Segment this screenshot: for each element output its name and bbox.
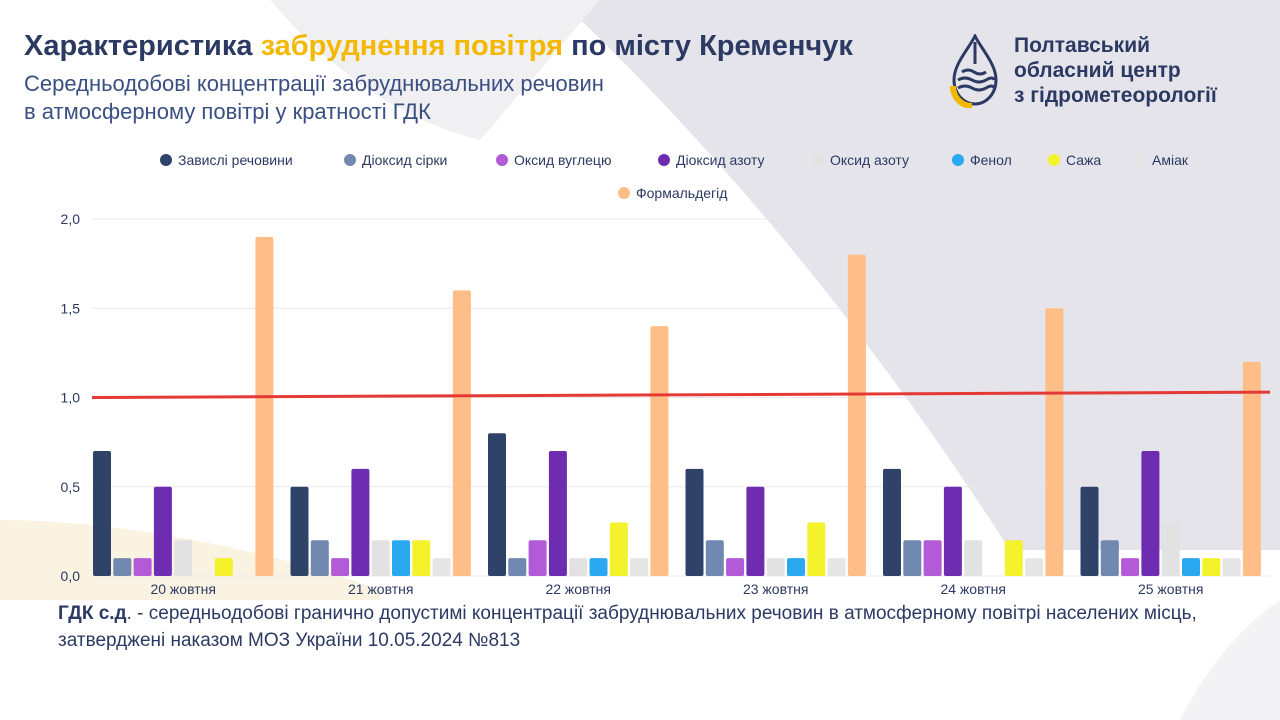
y-tick-label: 0,0 [61, 568, 81, 584]
org-line-3: з гідрометеорології [1014, 84, 1217, 107]
bar [766, 558, 785, 576]
bar [1080, 486, 1099, 576]
x-tick-label: 22 жовтня [545, 581, 610, 597]
legend-marker [1048, 154, 1060, 166]
legend-marker [160, 154, 172, 166]
legend-marker [952, 154, 964, 166]
footnote: ГДК с.д. - середньодобові гранично допус… [58, 600, 1258, 654]
bar [1004, 540, 1023, 576]
x-tick-label: 25 жовтня [1138, 581, 1203, 597]
y-tick-label: 0,5 [61, 479, 81, 495]
bar [93, 451, 111, 576]
bar [807, 522, 826, 576]
legend-label: Формальдегід [636, 185, 727, 201]
footnote-term: ГДК с.д [58, 603, 127, 624]
bar [351, 468, 370, 576]
bar [883, 468, 901, 576]
bar [528, 540, 547, 576]
org-name: Полтавський обласний центр з гідрометеор… [1014, 33, 1217, 108]
y-tick-label: 1,5 [61, 300, 81, 316]
bar-chart: 0,0 0,5 1,0 1,5 2,0 20 жовтня 21 жовтня 22 жовт… [61, 152, 1271, 597]
legend-label: Завислі речовини [178, 152, 293, 168]
bar [1202, 558, 1221, 576]
bar [310, 540, 329, 576]
legend-marker [1134, 154, 1146, 166]
bar [1025, 558, 1044, 576]
bar [1161, 522, 1180, 576]
bar [255, 236, 274, 576]
bar [331, 558, 350, 576]
legend-marker [496, 154, 508, 166]
drop-logo-icon [950, 34, 998, 108]
bar [943, 486, 962, 576]
legend-label: Оксид вуглецю [514, 152, 611, 168]
legend-marker [344, 154, 356, 166]
x-tick-label: 20 жовтня [150, 581, 215, 597]
org-line-1: Полтавський [1014, 34, 1151, 57]
bar [432, 558, 451, 576]
bar [650, 326, 669, 576]
legend-label: Сажа [1066, 152, 1101, 168]
subtitle-line-1: Середньодобові концентрації забруднюваль… [24, 71, 604, 96]
bar [685, 468, 704, 576]
page-subtitle: Середньодобові концентрації забруднюваль… [24, 70, 604, 126]
legend-marker [812, 154, 824, 166]
bar [371, 540, 390, 576]
bar [412, 540, 431, 576]
bar [726, 558, 745, 576]
bar [1242, 361, 1261, 576]
bar [1222, 558, 1241, 576]
bar [153, 486, 172, 576]
footnote-text: . - середньодобові гранично допустимі ко… [58, 603, 1197, 651]
bar [630, 558, 649, 576]
x-tick-label: 23 жовтня [743, 581, 808, 597]
x-tick-label: 21 жовтня [348, 581, 413, 597]
bar [1100, 540, 1119, 576]
bar [488, 433, 506, 576]
bar [133, 558, 152, 576]
bar [964, 540, 983, 576]
subtitle-line-2: в атмосферному повітрі у кратності ГДК [24, 99, 431, 124]
y-tick-label: 1,0 [61, 390, 81, 406]
y-tick-label: 2,0 [61, 211, 81, 227]
x-tick-label: 24 жовтня [940, 581, 1005, 597]
threshold-line [91, 390, 1271, 399]
bar [1121, 558, 1140, 576]
bar [705, 540, 724, 576]
page-title: Характеристика забруднення повітря по мі… [24, 30, 853, 62]
bar [903, 540, 922, 576]
bar [827, 558, 846, 576]
bar [847, 254, 866, 576]
legend-label: Діоксид сірки [362, 152, 447, 168]
legend-marker [618, 187, 630, 199]
bar [290, 486, 309, 576]
bar [392, 540, 410, 576]
bar [508, 558, 527, 576]
bar [174, 540, 193, 576]
bar [787, 558, 805, 576]
bar [1045, 308, 1064, 576]
bar [113, 558, 132, 576]
legend-marker [658, 154, 670, 166]
bar [548, 451, 567, 576]
legend-label: Діоксид азоту [676, 152, 764, 168]
bar [1182, 558, 1200, 576]
bar [569, 558, 588, 576]
bar [746, 486, 765, 576]
bar [609, 522, 628, 576]
bar [589, 558, 608, 576]
bar [452, 290, 471, 576]
bar [214, 558, 233, 576]
legend-label: Оксид азоту [830, 152, 909, 168]
org-line-2: обласний центр [1014, 59, 1181, 82]
bar [1141, 451, 1160, 576]
legend-label: Фенол [970, 152, 1012, 168]
bar [923, 540, 942, 576]
title-highlight: забруднення повітря [260, 30, 564, 62]
legend-label: Аміак [1152, 152, 1189, 168]
